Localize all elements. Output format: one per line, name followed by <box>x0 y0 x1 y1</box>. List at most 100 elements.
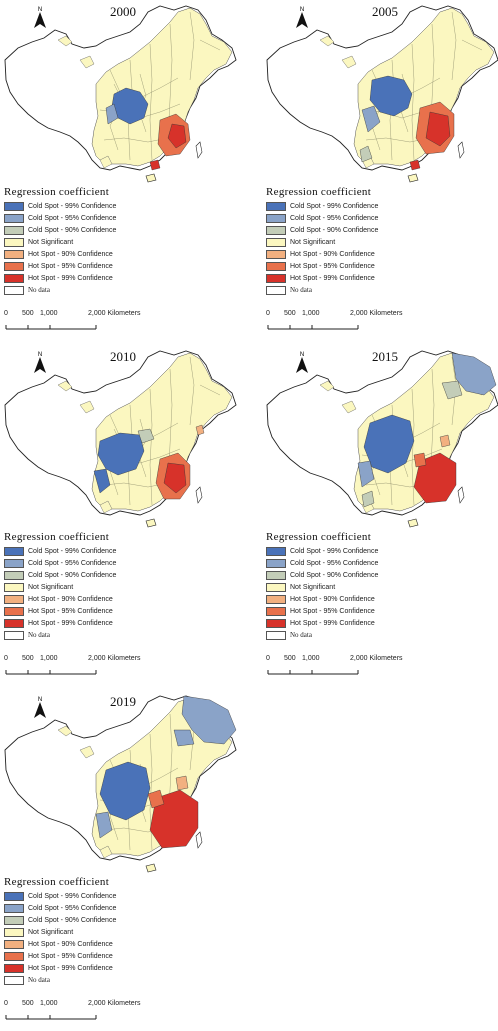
legend-item: Not Significant <box>266 581 466 593</box>
legend-label: Cold Spot - 95% Confidence <box>28 904 117 912</box>
legend-swatch <box>4 237 24 247</box>
legend-item: Cold Spot - 99% Confidence <box>4 200 204 212</box>
legend-label: Cold Spot - 90% Confidence <box>290 226 379 234</box>
legend-swatch <box>266 261 286 271</box>
scale-labels: 0 500 1,000 2,000 Kilometers <box>4 1000 174 1010</box>
legend-label: Hot Spot - 95% Confidence <box>290 262 375 270</box>
legend-label: Cold Spot - 90% Confidence <box>28 571 117 579</box>
legend-label: Hot Spot - 90% Confidence <box>28 250 113 258</box>
legend-label: Not Significant <box>290 583 336 591</box>
scale-line <box>5 670 97 675</box>
legend-title: Regression coefficient <box>4 531 110 543</box>
scale-tick-label: 1,000 <box>40 310 58 317</box>
legend-label: Cold Spot - 99% Confidence <box>28 892 117 900</box>
legend-label: Hot Spot - 95% Confidence <box>28 607 113 615</box>
scale-tick-label: 1,000 <box>302 655 320 662</box>
scale-line <box>267 670 359 675</box>
legend-swatch <box>4 213 24 223</box>
legend-item: Hot Spot - 99% Confidence <box>4 617 204 629</box>
scale-tick-label: 500 <box>22 310 34 317</box>
legend-swatch <box>4 606 24 616</box>
legend-item: Cold Spot - 95% Confidence <box>266 212 466 224</box>
legend-swatch <box>266 249 286 259</box>
legend-label: Cold Spot - 95% Confidence <box>28 214 117 222</box>
legend: Regression coefficient Cold Spot - 99% Co… <box>4 185 204 296</box>
scale-tick-label: 1,000 <box>40 1000 58 1007</box>
year-title: 2015 <box>372 349 398 364</box>
scale-labels: 0 500 1,000 2,000 Kilometers <box>4 655 174 665</box>
legend: Regression coefficient Cold Spot - 99% Co… <box>266 530 466 641</box>
scale-tick-label: 500 <box>284 310 296 317</box>
north-arrow-icon: N <box>34 697 46 718</box>
scale-bar: 0 500 1,000 2,000 Kilometers <box>4 655 174 679</box>
scale-line <box>5 1015 97 1020</box>
legend-item: Hot Spot - 99% Confidence <box>4 272 204 284</box>
legend-swatch <box>4 249 24 259</box>
legend-label: Hot Spot - 95% Confidence <box>290 607 375 615</box>
scale-bar: 0 500 1,000 2,000 Kilometers <box>4 1000 174 1024</box>
legend-item: No data <box>4 284 204 296</box>
scale-tick-label: 1,000 <box>302 310 320 317</box>
legend-swatch <box>266 606 286 616</box>
legend-label: Hot Spot - 90% Confidence <box>290 250 375 258</box>
legend-item: Cold Spot - 95% Confidence <box>4 902 204 914</box>
scale-tick-label: 500 <box>22 1000 34 1007</box>
legend-swatch <box>266 618 286 628</box>
legend-swatch <box>266 570 286 580</box>
legend-item: Hot Spot - 90% Confidence <box>4 938 204 950</box>
legend-item: No data <box>4 974 204 986</box>
legend-item: Cold Spot - 90% Confidence <box>266 224 466 236</box>
legend-swatch <box>266 237 286 247</box>
legend-title: Regression coefficient <box>4 876 110 888</box>
legend: Regression coefficient Cold Spot - 99% Co… <box>266 185 466 296</box>
scale-tick-label: 0 <box>4 310 8 317</box>
legend-swatch <box>266 273 286 283</box>
map-panel-2019: N 2019 Regression coefficient Cold Spot -… <box>0 690 240 1030</box>
north-arrow-icon: N <box>34 7 46 28</box>
year-title: 2000 <box>110 4 136 19</box>
legend-item: Cold Spot - 95% Confidence <box>4 557 204 569</box>
legend-label: Cold Spot - 90% Confidence <box>28 226 117 234</box>
scale-tick-label: 0 <box>266 310 270 317</box>
legend-label: No data <box>290 286 312 294</box>
legend-label: Cold Spot - 95% Confidence <box>28 559 117 567</box>
north-arrow-icon: N <box>296 352 308 373</box>
legend: Regression coefficient Cold Spot - 99% Co… <box>4 875 204 986</box>
legend-label: Hot Spot - 90% Confidence <box>290 595 375 603</box>
legend-label: Not Significant <box>28 583 74 591</box>
north-label: N <box>38 352 42 358</box>
legend-swatch <box>266 546 286 556</box>
legend-swatch <box>4 963 24 973</box>
scale-tick-label: 500 <box>22 655 34 662</box>
legend-label: Cold Spot - 99% Confidence <box>290 547 379 555</box>
north-label: N <box>300 7 304 13</box>
scale-tick-label: 500 <box>284 655 296 662</box>
map-panel-2005: N 2005 Regression coefficient Cold Spot -… <box>262 0 498 340</box>
legend-swatch <box>4 618 24 628</box>
scale-labels: 0 500 1,000 2,000 Kilometers <box>266 310 436 320</box>
scale-line <box>267 325 359 330</box>
legend-item: Cold Spot - 99% Confidence <box>4 545 204 557</box>
scale-tick-label: 0 <box>266 655 270 662</box>
legend-item: Hot Spot - 95% Confidence <box>266 260 466 272</box>
legend-swatch <box>266 213 286 223</box>
legend-item: Hot Spot - 99% Confidence <box>266 272 466 284</box>
legend-swatch <box>4 582 24 592</box>
legend-label: Cold Spot - 99% Confidence <box>28 202 117 210</box>
legend-label: Cold Spot - 90% Confidence <box>28 916 117 924</box>
year-title: 2005 <box>372 4 398 19</box>
scale-bar: 0 500 1,000 2,000 Kilometers <box>4 310 174 334</box>
scale-tick-label: 1,000 <box>40 655 58 662</box>
legend-label: Cold Spot - 99% Confidence <box>290 202 379 210</box>
scale-bar: 0 500 1,000 2,000 Kilometers <box>266 655 436 679</box>
scale-labels: 0 500 1,000 2,000 Kilometers <box>266 655 436 665</box>
legend-label: Hot Spot - 99% Confidence <box>290 274 375 282</box>
scale-bar: 0 500 1,000 2,000 Kilometers <box>266 310 436 334</box>
legend-item: Not Significant <box>4 581 204 593</box>
legend-swatch <box>4 891 24 901</box>
legend-label: Hot Spot - 99% Confidence <box>290 619 375 627</box>
legend-swatch <box>4 273 24 283</box>
legend-label: Cold Spot - 90% Confidence <box>290 571 379 579</box>
legend-swatch <box>4 939 24 949</box>
legend-label: Cold Spot - 95% Confidence <box>290 559 379 567</box>
